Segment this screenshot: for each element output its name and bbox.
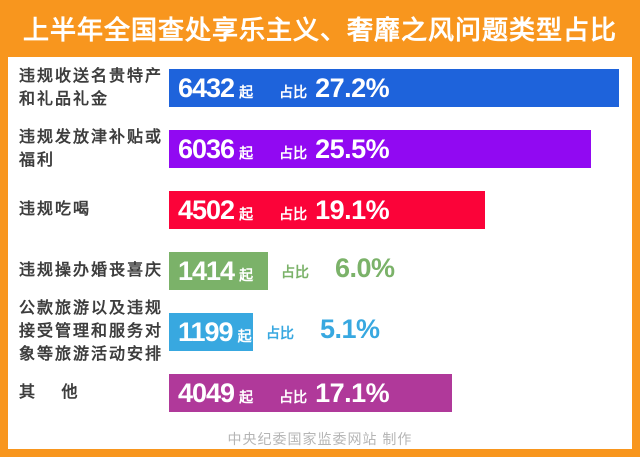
share-group: 占比 27.2% (279, 73, 390, 103)
unit-label: 起 (239, 205, 254, 222)
unit-label: 起 (239, 388, 254, 405)
share-group: 占比 17.1% (279, 378, 390, 408)
category-label: 公款旅游以及违规 接受管理和服务对 象等旅游活动安排 (19, 300, 164, 363)
unit-label: 起 (237, 327, 252, 344)
percent-value: 5.1% (320, 314, 380, 344)
chart-title: 上半年全国查处享乐主义、奢靡之风问题类型占比 (22, 15, 617, 45)
percent-value: 25.5% (315, 133, 390, 164)
title-bar: 上半年全国查处享乐主义、奢靡之风问题类型占比 (0, 0, 640, 57)
count-value: 6036 (178, 133, 235, 164)
data-bar: 6036 起 占比 25.5% (169, 129, 591, 168)
share-label: 占比 (279, 388, 308, 405)
count-value: 4502 (178, 194, 235, 225)
share-label: 占比 (281, 264, 309, 280)
unit-label: 起 (239, 83, 254, 100)
count-value: 6432 (178, 72, 235, 103)
share-group: 占比 25.5% (279, 134, 390, 164)
share-label: 占比 (279, 205, 308, 222)
percent-value: 6.0% (335, 253, 395, 283)
count-value: 1414 (178, 255, 235, 286)
percent-value: 27.2% (315, 72, 390, 103)
category-label: 违规操办婚丧喜庆 (19, 262, 164, 279)
percent-value: 19.1% (315, 194, 390, 225)
share-group-outside: 占比 5.1% (266, 310, 380, 353)
count-value: 1199 (178, 316, 234, 347)
data-bar: 4049 起 占比 17.1% (169, 373, 452, 412)
share-label: 占比 (279, 83, 308, 100)
percent-value: 17.1% (315, 377, 390, 408)
category-label: 违规发放津补贴或 福利 (19, 128, 164, 169)
unit-label: 起 (239, 144, 254, 161)
share-label: 占比 (279, 144, 308, 161)
category-label: 违规收送名贵特产 和礼品礼金 (19, 67, 164, 108)
unit-label: 起 (239, 266, 254, 283)
credit-text: 中央纪委国家监委网站 制作 (227, 431, 413, 447)
share-group-outside: 占比 6.0% (281, 249, 395, 292)
data-bar: 4502 起 占比 19.1% (169, 190, 485, 229)
category-label: 违规吃喝 (19, 201, 92, 218)
share-label: 占比 (266, 325, 294, 341)
data-bar: 6432 起 占比 27.2% (169, 68, 619, 107)
share-group: 占比 19.1% (279, 195, 390, 225)
count-value: 4049 (178, 377, 235, 408)
category-label: 其 他 (19, 384, 80, 401)
